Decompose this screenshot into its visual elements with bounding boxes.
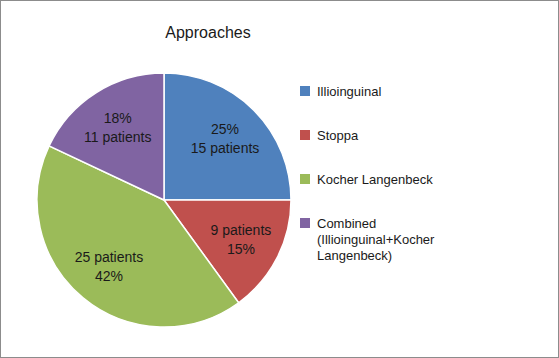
legend-line: Stoppa [317, 128, 359, 143]
percent-label: 42% [95, 268, 123, 284]
legend-line: Combined [317, 216, 376, 231]
legend-swatch [300, 174, 310, 184]
legend-line: Kocher Langenbeck [317, 172, 433, 187]
legend-line: (Illioinguinal+Kocher [317, 232, 435, 247]
legend-swatch [300, 86, 310, 96]
title: Approaches [165, 24, 250, 41]
legend-label: Illioinguinal [317, 84, 381, 99]
legend-line: Illioinguinal [317, 84, 381, 99]
percent-label: 25% [211, 121, 239, 137]
legend-label: Kocher Langenbeck [317, 172, 433, 187]
patients-label: 25 patients [75, 249, 144, 265]
legend-line: Langenbeck) [317, 248, 392, 263]
chart: Approaches 25% 15 patients 9 patients 15% 25 … [0, 0, 559, 358]
chart-frame [1, 1, 559, 358]
legend-swatch [300, 218, 310, 228]
patients-label: 9 patients [211, 222, 272, 238]
slices [37, 73, 291, 327]
legend-swatch [300, 130, 310, 140]
legend-label: Combined(Illioinguinal+KocherLangenbeck) [317, 216, 435, 263]
data-labels: 25% 15 patients 9 patients 15% 25 patients 42… [75, 110, 272, 284]
patients-label: 11 patients [84, 129, 151, 145]
slice [164, 73, 291, 200]
percent-label: 15% [227, 241, 255, 257]
percent-label: 18% [104, 110, 132, 126]
page: {"chart_data": {"type": "pie", "title": … [0, 0, 559, 358]
legend: Illioinguinal Stoppa Kocher Langenbeck Comb… [300, 84, 435, 263]
patients-label: 15 patients [191, 140, 260, 156]
slice [49, 73, 164, 200]
legend-label: Stoppa [317, 128, 359, 143]
